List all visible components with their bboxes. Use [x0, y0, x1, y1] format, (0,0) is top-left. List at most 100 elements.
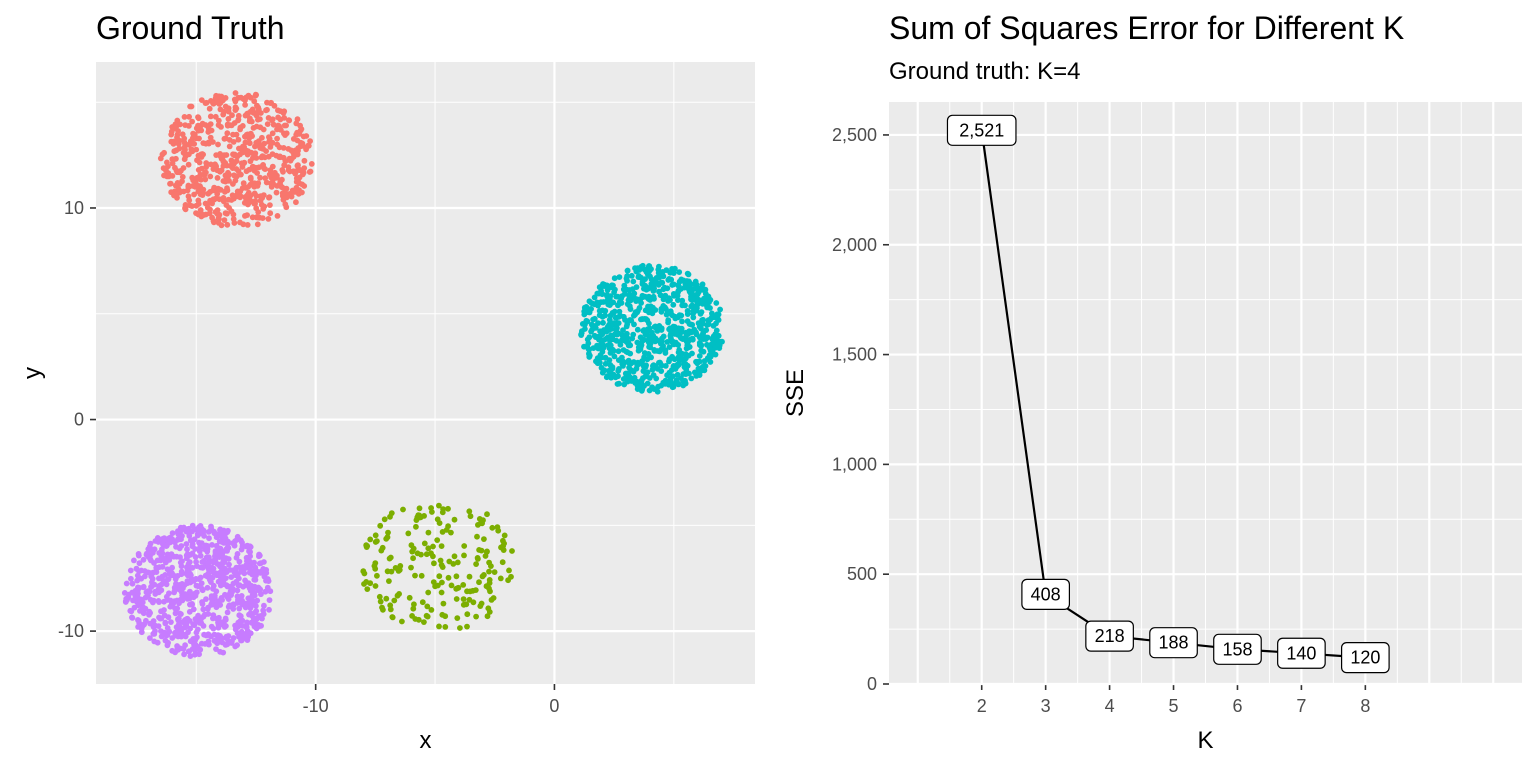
- scatter-point: [222, 210, 229, 217]
- scatter-x-tick-label: 0: [549, 696, 559, 716]
- scatter-point: [630, 359, 637, 365]
- scatter-point: [694, 360, 701, 367]
- scatter-point: [701, 358, 708, 364]
- scatter-point: [230, 181, 236, 187]
- scatter-point: [486, 568, 492, 575]
- scatter-point: [486, 580, 493, 586]
- scatter-point: [198, 580, 205, 587]
- scatter-point: [609, 346, 616, 353]
- scatter-point: [219, 572, 226, 578]
- scatter-point: [143, 617, 149, 624]
- scatter-point: [668, 379, 674, 386]
- scatter-point: [230, 580, 237, 587]
- scatter-point: [646, 320, 652, 327]
- scatter-point: [491, 569, 498, 575]
- scatter-point: [628, 272, 635, 279]
- scatter-point: [248, 582, 254, 589]
- scatter-point: [207, 189, 214, 195]
- scatter-point: [235, 112, 242, 119]
- scatter-point: [127, 575, 134, 582]
- scatter-point: [308, 161, 315, 167]
- scatter-point: [162, 637, 169, 644]
- scatter-point: [607, 301, 613, 308]
- scatter-point: [599, 291, 606, 297]
- scatter-point: [666, 344, 673, 350]
- scatter-point: [377, 522, 384, 529]
- scatter-point: [445, 505, 451, 512]
- scatter-point: [259, 194, 266, 201]
- scatter-point: [474, 533, 480, 540]
- scatter-point: [238, 171, 244, 178]
- scatter-point: [416, 512, 423, 519]
- scatter-point: [392, 565, 399, 571]
- scatter-point: [224, 187, 231, 194]
- scatter-point: [192, 576, 199, 583]
- scatter-point: [246, 563, 253, 570]
- scatter-point: [488, 563, 494, 569]
- scatter-point: [235, 619, 242, 626]
- scatter-point: [253, 625, 260, 632]
- sse-y-tick-label: 1,500: [832, 345, 877, 365]
- scatter-point: [242, 147, 249, 154]
- scatter-point: [155, 537, 162, 543]
- scatter-point: [695, 320, 702, 327]
- sse-data-label: 2,521: [946, 114, 1017, 146]
- sse-data-label-box: [1277, 637, 1326, 669]
- scatter-point: [207, 134, 214, 141]
- scatter-point: [202, 176, 209, 183]
- scatter-point: [434, 516, 441, 523]
- scatter-point: [436, 623, 442, 630]
- scatter-point: [466, 596, 473, 603]
- scatter-point: [203, 169, 209, 176]
- sse-x-tick-label: 3: [1041, 696, 1051, 716]
- scatter-point: [186, 113, 193, 120]
- scatter-point: [230, 131, 236, 138]
- scatter-point: [259, 215, 266, 222]
- scatter-point: [662, 292, 669, 299]
- scatter-point: [243, 196, 250, 203]
- scatter-point: [624, 378, 631, 385]
- scatter-point: [688, 303, 695, 310]
- scatter-point: [253, 192, 260, 199]
- scatter-point: [476, 516, 483, 522]
- scatter-point: [165, 576, 172, 582]
- scatter-point: [434, 537, 441, 543]
- scatter-point: [640, 293, 646, 299]
- scatter-point: [489, 524, 496, 531]
- scatter-point: [197, 171, 204, 178]
- scatter-point: [617, 339, 623, 345]
- scatter-point: [683, 366, 690, 373]
- scatter-point: [629, 335, 636, 342]
- scatter-point: [391, 597, 398, 604]
- sse-x-tick-label: 4: [1105, 696, 1115, 716]
- scatter-point: [187, 593, 194, 600]
- scatter-point: [218, 167, 225, 174]
- scatter-point: [253, 164, 259, 171]
- scatter-point: [367, 536, 374, 543]
- scatter-point: [186, 183, 193, 190]
- scatter-point: [678, 375, 684, 381]
- scatter-point: [230, 216, 237, 223]
- scatter-point: [451, 516, 458, 523]
- scatter-point: [479, 520, 485, 527]
- scatter-point: [177, 188, 184, 195]
- scatter-point: [215, 186, 222, 193]
- scatter-point: [707, 359, 714, 365]
- scatter-point: [591, 332, 598, 339]
- scatter-point: [159, 563, 166, 570]
- scatter-point: [287, 192, 294, 199]
- scatter-point: [246, 569, 253, 576]
- scatter-point: [190, 132, 197, 139]
- scatter-point: [651, 386, 658, 392]
- sse-y-tick-label: 0: [867, 674, 877, 694]
- scatter-point: [257, 569, 264, 575]
- scatter-point: [169, 530, 176, 536]
- scatter-point: [670, 301, 677, 308]
- scatter-point: [140, 610, 147, 617]
- scatter-point: [180, 645, 187, 652]
- scatter-point: [216, 538, 223, 545]
- sse-data-label-box: [1213, 633, 1262, 665]
- scatter-point: [159, 541, 166, 547]
- scatter-point: [684, 318, 691, 325]
- scatter-point: [255, 180, 262, 187]
